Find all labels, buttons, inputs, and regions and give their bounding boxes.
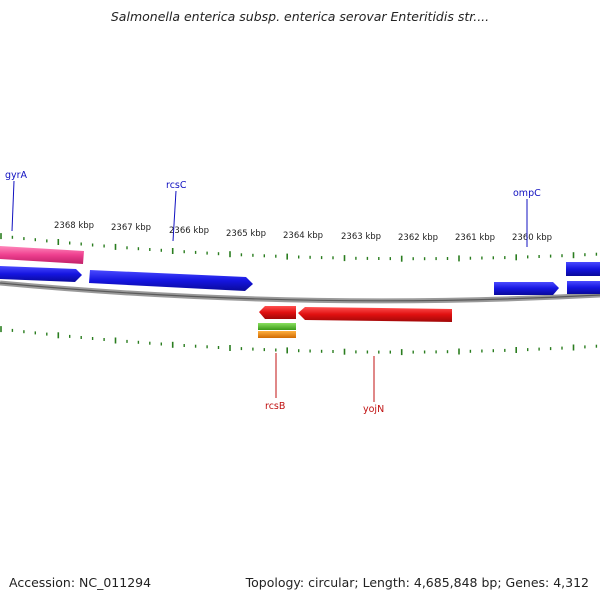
gene-label-rcsC[interactable]: rcsC [166, 180, 187, 191]
scale-ticks-lower [0, 326, 598, 356]
forward-gene-1[interactable] [0, 266, 82, 282]
kbp-label-2365: 2365 kbp [226, 229, 266, 239]
forward-gene-edge-upper[interactable] [566, 262, 600, 276]
kbp-label-2364: 2364 kbp [283, 231, 323, 241]
reverse-gene-rcsB[interactable] [259, 306, 296, 319]
rcsC-leader [172, 190, 177, 242]
kbp-label-2362: 2362 kbp [398, 233, 438, 243]
backbone-inner [0, 282, 600, 302]
scale-ticks-upper [0, 233, 598, 262]
kbp-label-2366: 2366 kbp [169, 226, 209, 236]
pink-feature[interactable] [0, 246, 84, 264]
kbp-label-2368: 2368 kbp [54, 221, 94, 231]
genome-summary: Topology: circular; Length: 4,685,848 bp… [245, 575, 589, 590]
kbp-label-2367: 2367 kbp [111, 223, 151, 233]
green-feature[interactable] [258, 323, 296, 330]
accession-label: Accession: NC_011294 [9, 575, 152, 590]
kbp-label-2360: 2360 kbp [512, 233, 552, 243]
reverse-gene-yojN[interactable] [298, 307, 452, 322]
kbp-label-2361: 2361 kbp [455, 233, 495, 243]
orange-feature[interactable] [258, 331, 296, 338]
gene-label-rcsB[interactable]: rcsB [265, 401, 285, 412]
forward-gene-edge-lower[interactable] [567, 281, 600, 294]
gene-label-ompC[interactable]: ompC [513, 188, 541, 199]
kbp-label-2363: 2363 kbp [341, 232, 381, 242]
forward-gene-ompC[interactable] [494, 282, 559, 295]
gene-label-yojN[interactable]: yojN [363, 404, 384, 415]
gyrA-leader [11, 180, 15, 232]
forward-gene-2[interactable] [89, 270, 253, 291]
gene-label-gyrA[interactable]: gyrA [5, 170, 28, 181]
map-title: Salmonella enterica subsp. enterica sero… [110, 9, 490, 24]
